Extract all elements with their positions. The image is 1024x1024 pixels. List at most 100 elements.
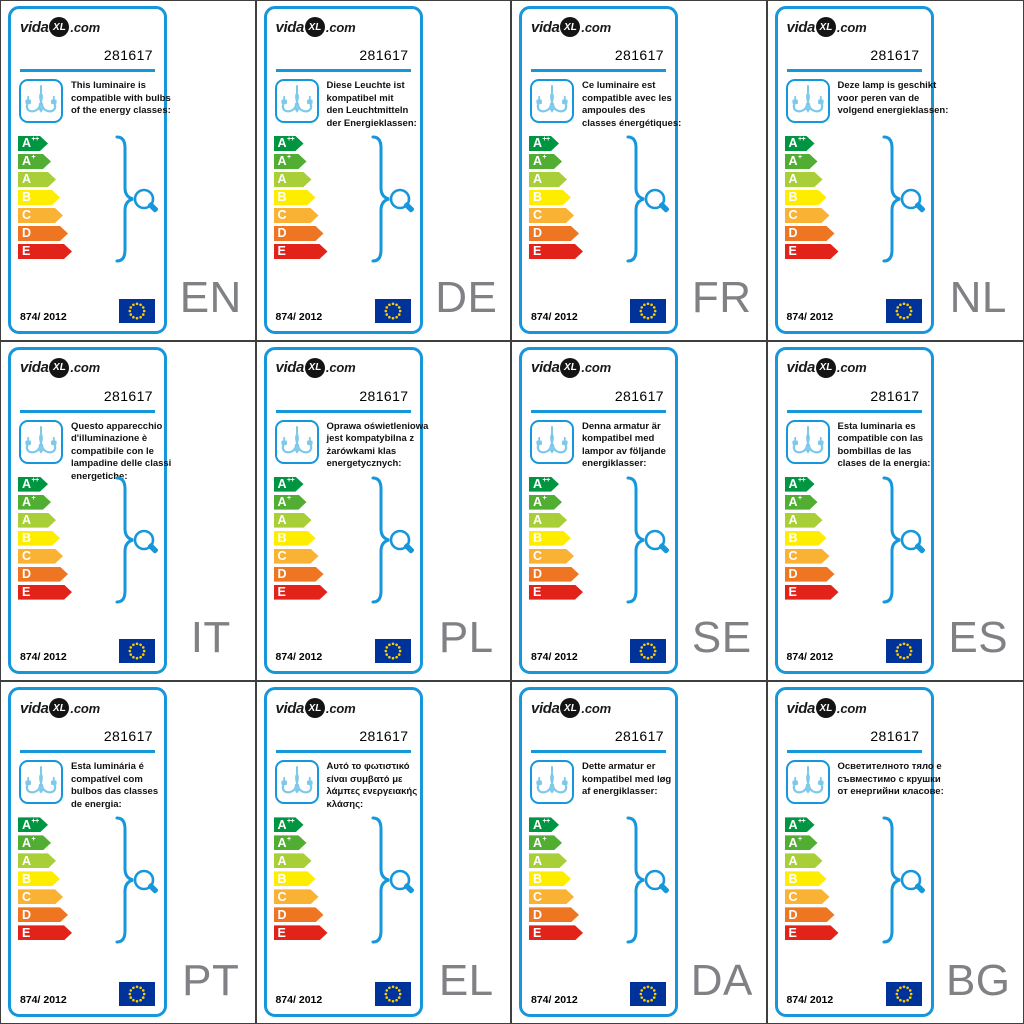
energy-arrow-list: A ++ A + A B C D E: [785, 817, 839, 943]
energy-label-card: vida XL .com 281617: [8, 6, 171, 334]
chandelier-icon: [785, 419, 830, 464]
product-number: 281617: [103, 387, 153, 404]
logo-xl-badge-icon: XL: [815, 698, 836, 719]
logo-xl-badge-icon: XL: [304, 698, 325, 719]
energy-arrow-e: E: [274, 585, 328, 600]
energy-arrow-grade: A: [533, 172, 543, 187]
energy-arrow-grade: E: [788, 244, 797, 259]
energy-arrow-grade: C: [788, 548, 798, 563]
energy-label-card: vida XL .com 281617: [8, 687, 167, 1017]
energy-arrow-app: A ++: [274, 477, 304, 492]
vidaxl-logo: vida XL .com: [276, 357, 356, 378]
energy-arrow-grade: E: [22, 584, 31, 599]
chandelier-icon: [530, 79, 574, 123]
chandelier-icon: [274, 760, 319, 805]
energy-arrow-grade: E: [533, 584, 542, 599]
energy-arrow-a: A: [785, 853, 823, 868]
energy-arrow-grade: A ++: [788, 136, 806, 151]
logo-xl-badge-icon: XL: [815, 357, 836, 378]
eu-flag-icon: [885, 639, 922, 664]
eu-flag-icon: [374, 981, 411, 1006]
brace-and-bulb-icon: [115, 135, 158, 263]
energy-arrow-grade: A: [788, 172, 798, 187]
energy-arrow-e: E: [274, 925, 328, 940]
energy-arrow-app: A ++: [785, 136, 815, 151]
header-divider: [20, 69, 155, 72]
energy-arrow-c: C: [529, 549, 574, 564]
energy-arrow-e: E: [529, 244, 583, 259]
energy-arrow-grade: A ++: [533, 817, 550, 832]
vidaxl-logo: vida XL .com: [20, 17, 100, 37]
eu-flag-icon: [630, 298, 666, 323]
energy-arrow-b: B: [785, 190, 827, 205]
chandelier-icon-glyph: [280, 766, 313, 795]
energy-arrow-e: E: [18, 925, 72, 940]
energy-arrow-app: A ++: [785, 477, 815, 492]
chandelier-icon-glyph: [280, 425, 313, 454]
energy-arrow-app: A ++: [18, 817, 48, 832]
regulation-number: 874/ 2012: [786, 651, 834, 664]
energy-arrow-ap: A +: [785, 154, 818, 169]
regulation-number: 874/ 2012: [20, 310, 67, 323]
label-cell: vida XL .com 281617: [256, 1, 512, 342]
product-number: 281617: [870, 728, 920, 745]
energy-arrow-grade: D: [533, 226, 543, 241]
energy-arrow-grade: A: [533, 512, 543, 527]
logo-text-vida: vida: [531, 18, 560, 36]
energy-arrow-d: D: [18, 226, 68, 241]
energy-arrow-grade: B: [277, 530, 287, 545]
energy-label-card: vida XL .com 281617: [263, 687, 423, 1017]
energy-arrow-d: D: [274, 567, 324, 582]
energy-arrow-grade: B: [533, 871, 543, 886]
logo-text-vida: vida: [275, 699, 305, 717]
chandelier-icon-glyph: [536, 766, 568, 795]
energy-arrow-grade: A ++: [277, 817, 295, 832]
energy-arrow-b: B: [18, 190, 60, 205]
energy-arrow-b: B: [529, 531, 571, 546]
energy-arrow-grade: A: [22, 853, 32, 868]
vidaxl-logo: vida XL .com: [787, 698, 867, 719]
eu-flag-icon: [374, 639, 411, 664]
logo-text-vida: vida: [786, 359, 816, 377]
logo-text-vida: vida: [786, 18, 816, 36]
compatibility-text: Esta luminaria es compatible con las bom…: [837, 420, 931, 470]
language-code: FR: [691, 272, 752, 322]
energy-arrow-c: C: [529, 889, 574, 904]
energy-arrow-grade: A ++: [277, 476, 295, 491]
eu-flag-icon: [119, 981, 155, 1006]
vidaxl-logo: vida XL .com: [275, 698, 356, 719]
energy-arrow-grade: E: [22, 244, 31, 259]
vidaxl-logo: vida XL .com: [531, 357, 611, 378]
language-code: SE: [691, 613, 752, 663]
energy-arrow-grade: B: [533, 190, 543, 205]
brace-and-bulb-icon: [882, 816, 925, 944]
logo-text-vida: vida: [20, 699, 49, 717]
eu-flag-icon: [885, 981, 922, 1006]
energy-arrow-grade: D: [22, 566, 32, 581]
energy-arrow-grade: A: [533, 853, 543, 868]
chandelier-icon-glyph: [280, 85, 313, 113]
chandelier-icon: [530, 419, 574, 464]
energy-arrow-grade: E: [22, 925, 31, 940]
header-divider: [20, 409, 155, 413]
energy-arrow-ap: A +: [785, 495, 818, 510]
energy-arrow-d: D: [785, 226, 835, 241]
regulation-number: 874/ 2012: [531, 993, 578, 1006]
energy-arrow-list: A ++ A + A B C D E: [274, 477, 328, 603]
energy-label-card: vida XL .com 281617: [774, 6, 948, 334]
energy-arrow-list: A ++ A + A B C D E: [529, 817, 583, 943]
label-cell: vida XL .com 281617: [1, 341, 257, 683]
energy-arrow-a: A: [274, 513, 312, 528]
logo-text-com: .com: [836, 700, 867, 716]
energy-arrow-grade: A +: [788, 835, 802, 850]
energy-arrow-a: A: [18, 513, 56, 528]
eu-flag-icon: [630, 981, 666, 1006]
energy-arrow-c: C: [18, 889, 63, 904]
product-number: 281617: [359, 47, 409, 63]
energy-arrow-grade: C: [533, 208, 543, 223]
energy-arrow-grade: E: [533, 925, 542, 940]
language-code: DE: [435, 272, 498, 322]
energy-label-card: vida XL .com 281617: [8, 346, 171, 675]
energy-arrow-ap: A +: [274, 495, 307, 510]
